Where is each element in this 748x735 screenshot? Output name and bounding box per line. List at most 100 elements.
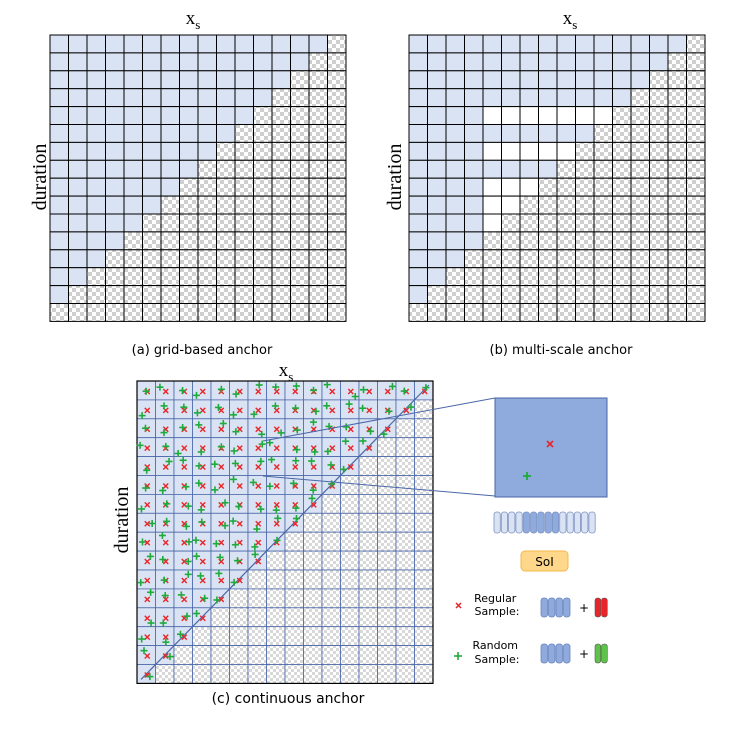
regular-sample [366, 407, 373, 414]
grid-cell [377, 512, 397, 533]
grid-cell [501, 249, 521, 269]
grid-cell [321, 626, 341, 647]
grid-cell [234, 195, 254, 215]
grid-cell [86, 124, 106, 143]
regular-sample [162, 653, 169, 660]
random-sample [161, 591, 169, 599]
grid-cell [68, 70, 88, 90]
random-sample [258, 430, 266, 438]
grid-cell [142, 106, 162, 125]
grid-cell [142, 88, 162, 108]
grid-cell [253, 195, 273, 215]
grid-cell [123, 267, 143, 287]
grid-cell [197, 249, 217, 269]
random-sample [158, 531, 166, 539]
panel-a: xs duration (a) grid-based anchor [29, 8, 347, 358]
random-sample [211, 486, 219, 494]
regular-sample [329, 445, 336, 452]
regular-sample [310, 482, 317, 489]
grid-cell [408, 249, 428, 269]
grid-cell [253, 106, 273, 125]
grid-cell [408, 231, 428, 251]
regular-sample [255, 520, 262, 527]
grid-cell [612, 70, 632, 90]
random-sample [160, 576, 168, 584]
grid-cell [229, 588, 249, 609]
grid-cell [538, 213, 558, 233]
grid-cell [377, 645, 397, 665]
grid-cell [408, 213, 428, 233]
grid-cell [519, 52, 539, 72]
grid-cell [234, 106, 254, 125]
grid-cell [327, 267, 347, 287]
grid-cell [142, 141, 162, 161]
grid-cell [123, 88, 143, 108]
grid-cell [445, 141, 465, 161]
grid-cell [408, 177, 428, 197]
grid-cell [630, 34, 650, 54]
grid-cell [327, 159, 347, 179]
grid-cell [445, 213, 465, 233]
regular-sample [144, 577, 151, 584]
grid-cell [123, 285, 143, 305]
grid-cell [686, 231, 706, 251]
random-sample [266, 482, 274, 490]
grid-cell [105, 70, 125, 90]
grid-cell [667, 303, 687, 322]
grid-cell [482, 106, 502, 125]
regular-sample [292, 520, 299, 527]
grid-cell [253, 124, 273, 143]
grid-cell [575, 88, 595, 108]
grid-cell [575, 195, 595, 215]
grid-cell [49, 195, 69, 215]
grid-cell [284, 588, 304, 609]
random-sample [221, 522, 229, 530]
random-sample [177, 591, 185, 599]
grid-cell [49, 34, 69, 54]
grid-cell [556, 177, 576, 197]
grid-cell [86, 88, 106, 108]
random-sample [229, 411, 237, 419]
zoom-regular-marker [546, 440, 554, 448]
random-sample [215, 569, 223, 577]
random-sample [308, 457, 316, 465]
random-sample [235, 502, 243, 510]
regular-sample [162, 388, 169, 395]
grid-cell [271, 177, 291, 197]
grid-cell [290, 88, 310, 108]
grid-cell [593, 267, 613, 287]
grid-cell [538, 285, 558, 305]
grid-cell [575, 231, 595, 251]
regular-sample [347, 464, 354, 471]
regular-sample [181, 445, 188, 452]
grid-cell [234, 285, 254, 305]
random-sample [217, 443, 225, 451]
grid-cell [395, 550, 415, 571]
grid-cell [427, 195, 447, 215]
legend-regular: Regular Sample: + [455, 592, 608, 618]
random-sample [179, 423, 187, 431]
grid-cell [216, 34, 236, 54]
regular-sample [162, 464, 169, 471]
grid-cell [160, 195, 180, 215]
head-cell [601, 597, 608, 618]
grid-cell [464, 249, 484, 269]
grid-cell [271, 249, 291, 269]
feature-cell [581, 511, 589, 534]
grid-cell [308, 231, 328, 251]
grid-cell [395, 418, 415, 439]
grid-cell [414, 569, 434, 590]
grid-cell [160, 303, 180, 322]
grid-cell [519, 177, 539, 197]
grid-cell [253, 285, 273, 305]
grid-cell [414, 475, 434, 495]
grid-cell [556, 195, 576, 215]
grid-cell [271, 303, 291, 322]
feature-cell [552, 511, 560, 534]
grid-cell [482, 231, 502, 251]
random-sample [253, 525, 261, 533]
grid-cell [667, 159, 687, 179]
grid-cell [266, 588, 286, 609]
grid-cell [49, 231, 69, 251]
